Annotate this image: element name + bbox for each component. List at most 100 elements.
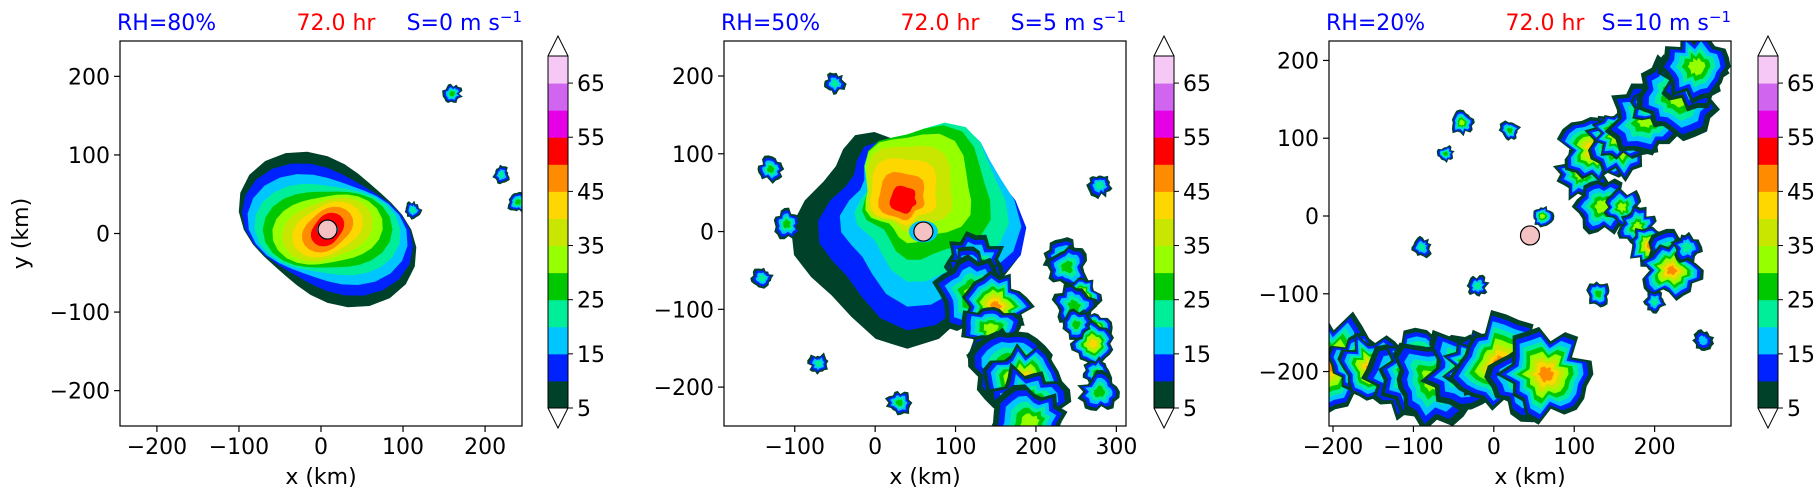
y-tick-label: 100 [672,143,714,168]
y-tick-label: −200 [50,380,110,405]
colorbar: 5 15 25 35 45 55 65 [1153,34,1211,430]
x-tick-label: 200 [1634,435,1676,460]
colorbar-segment [548,83,568,111]
colorbar-tick-label: 45 [1787,180,1815,205]
title-shear: S=0 m s−1 [407,8,522,36]
y-tick-label: 0 [1305,205,1319,230]
colorbar-segment [548,353,568,382]
colorbar-segment [1758,245,1778,274]
title-shear: S=10 m s−1 [1602,8,1731,36]
colorbar-segment [1154,83,1174,111]
cell-contour [1459,119,1465,126]
colorbar-segment [1758,326,1778,355]
colorbar-tick-label: 25 [577,289,605,314]
x-tick-label: −100 [209,435,269,460]
colorbar-segment [1758,83,1778,111]
colorbar-segment [548,110,568,138]
x-tick-label: 100 [935,435,977,460]
colorbar-segment [1758,218,1778,247]
title-shear: S=5 m s−1 [1011,8,1126,36]
cell-contour [449,90,456,97]
y-tick-label: 200 [672,65,714,90]
colorbar-segment [1154,56,1174,84]
colorbar-extend-min [1757,407,1779,430]
colorbar-tick-label: 15 [1183,343,1211,368]
colorbar-segment [1758,272,1778,301]
cell-contour [766,165,775,174]
colorbar-tick-label: 15 [577,343,605,368]
y-axis-label: y (km) [9,198,34,269]
y-tick-label: −200 [654,376,714,401]
cell-contour [498,171,505,178]
y-tick-label: −100 [1259,283,1319,308]
colorbar-segment [1154,299,1174,328]
colorbar-tick-label: 65 [1787,72,1815,97]
y-tick-label: 0 [700,221,714,246]
title-time: 72.0 hr [1506,11,1586,36]
x-tick-label: −100 [765,435,825,460]
colorbar-tick-label: 5 [1183,397,1197,422]
colorbar-segment [1758,56,1778,84]
colorbar-tick-label: 25 [1787,289,1815,314]
cell-contour [1539,213,1546,219]
x-tick-label: −100 [1383,435,1443,460]
cell-contour [814,359,823,368]
storm-center-marker [1519,225,1541,246]
colorbar-segment [548,137,568,165]
storm-center-marker [913,221,934,242]
colorbar-segment [1154,191,1174,219]
x-tick-label: 300 [1095,435,1137,460]
y-tick-label: 200 [68,65,110,90]
x-tick-label: 200 [1015,435,1057,460]
colorbar-segment [548,326,568,355]
panel-1: −200 −100 0 100 200 −200 −100 0 100 200 x (km) y (k… [9,8,605,490]
band-contour [1617,202,1627,213]
colorbar-segment [1154,137,1174,165]
band-contour [1020,413,1040,426]
title-rh: RH=20% [1326,11,1425,36]
colorbar-segment [548,299,568,328]
y-tick-label: −100 [654,298,714,323]
colorbar-segment [548,164,568,192]
colorbar-segment [1758,110,1778,138]
cell-contour [783,219,791,229]
band-contour [1594,199,1609,214]
x-tick-label: 200 [464,435,506,460]
colorbar-tick-label: 55 [1787,126,1815,151]
colorbar: 5 15 25 35 45 55 65 [547,34,605,430]
cell-contour [1443,151,1449,157]
y-tick-label: 0 [96,223,110,248]
x-tick-label: 0 [314,435,328,460]
plot-frame [1328,40,1732,427]
colorbar-frame [1757,55,1779,409]
colorbar-tick-label: 65 [1183,72,1211,97]
cell-contour [1698,335,1708,346]
colorbar-segment [1154,326,1174,355]
title-time: 72.0 hr [901,11,981,36]
colorbar-segment [1154,380,1174,409]
cell-contour [410,206,417,214]
colorbar-segment [1154,164,1174,192]
colorbar-tick-label: 35 [1787,235,1815,260]
colorbar-segment [1154,110,1174,138]
colorbar-segment [1758,299,1778,328]
title-time: 72.0 hr [297,11,377,36]
colorbar-extend-max [1153,34,1175,57]
band-contour [1537,366,1554,383]
panel-2: −100 0 100 200 300 −200 −100 0 100 200 x (km) RH=50… [654,8,1211,490]
colorbar-frame [1153,55,1175,409]
plot-frame [723,40,1127,427]
reflectivity-field [750,72,1120,426]
title-rh: RH=80% [117,11,216,36]
storm-contour [889,185,917,214]
band-contour [1093,385,1106,398]
panel-3: −200 −100 0 100 200 −200 −100 0 100 200 x (km) RH=2… [1259,8,1815,490]
colorbar-segment [1154,245,1174,274]
x-tick-label: −200 [1303,435,1363,460]
colorbar-segment [1758,164,1778,192]
x-axis-label: x (km) [1494,465,1565,490]
cell-contour [758,274,767,282]
colorbar-tick-label: 45 [577,180,605,205]
x-tick-label: −200 [127,435,187,460]
y-tick-label: 100 [1277,127,1319,152]
